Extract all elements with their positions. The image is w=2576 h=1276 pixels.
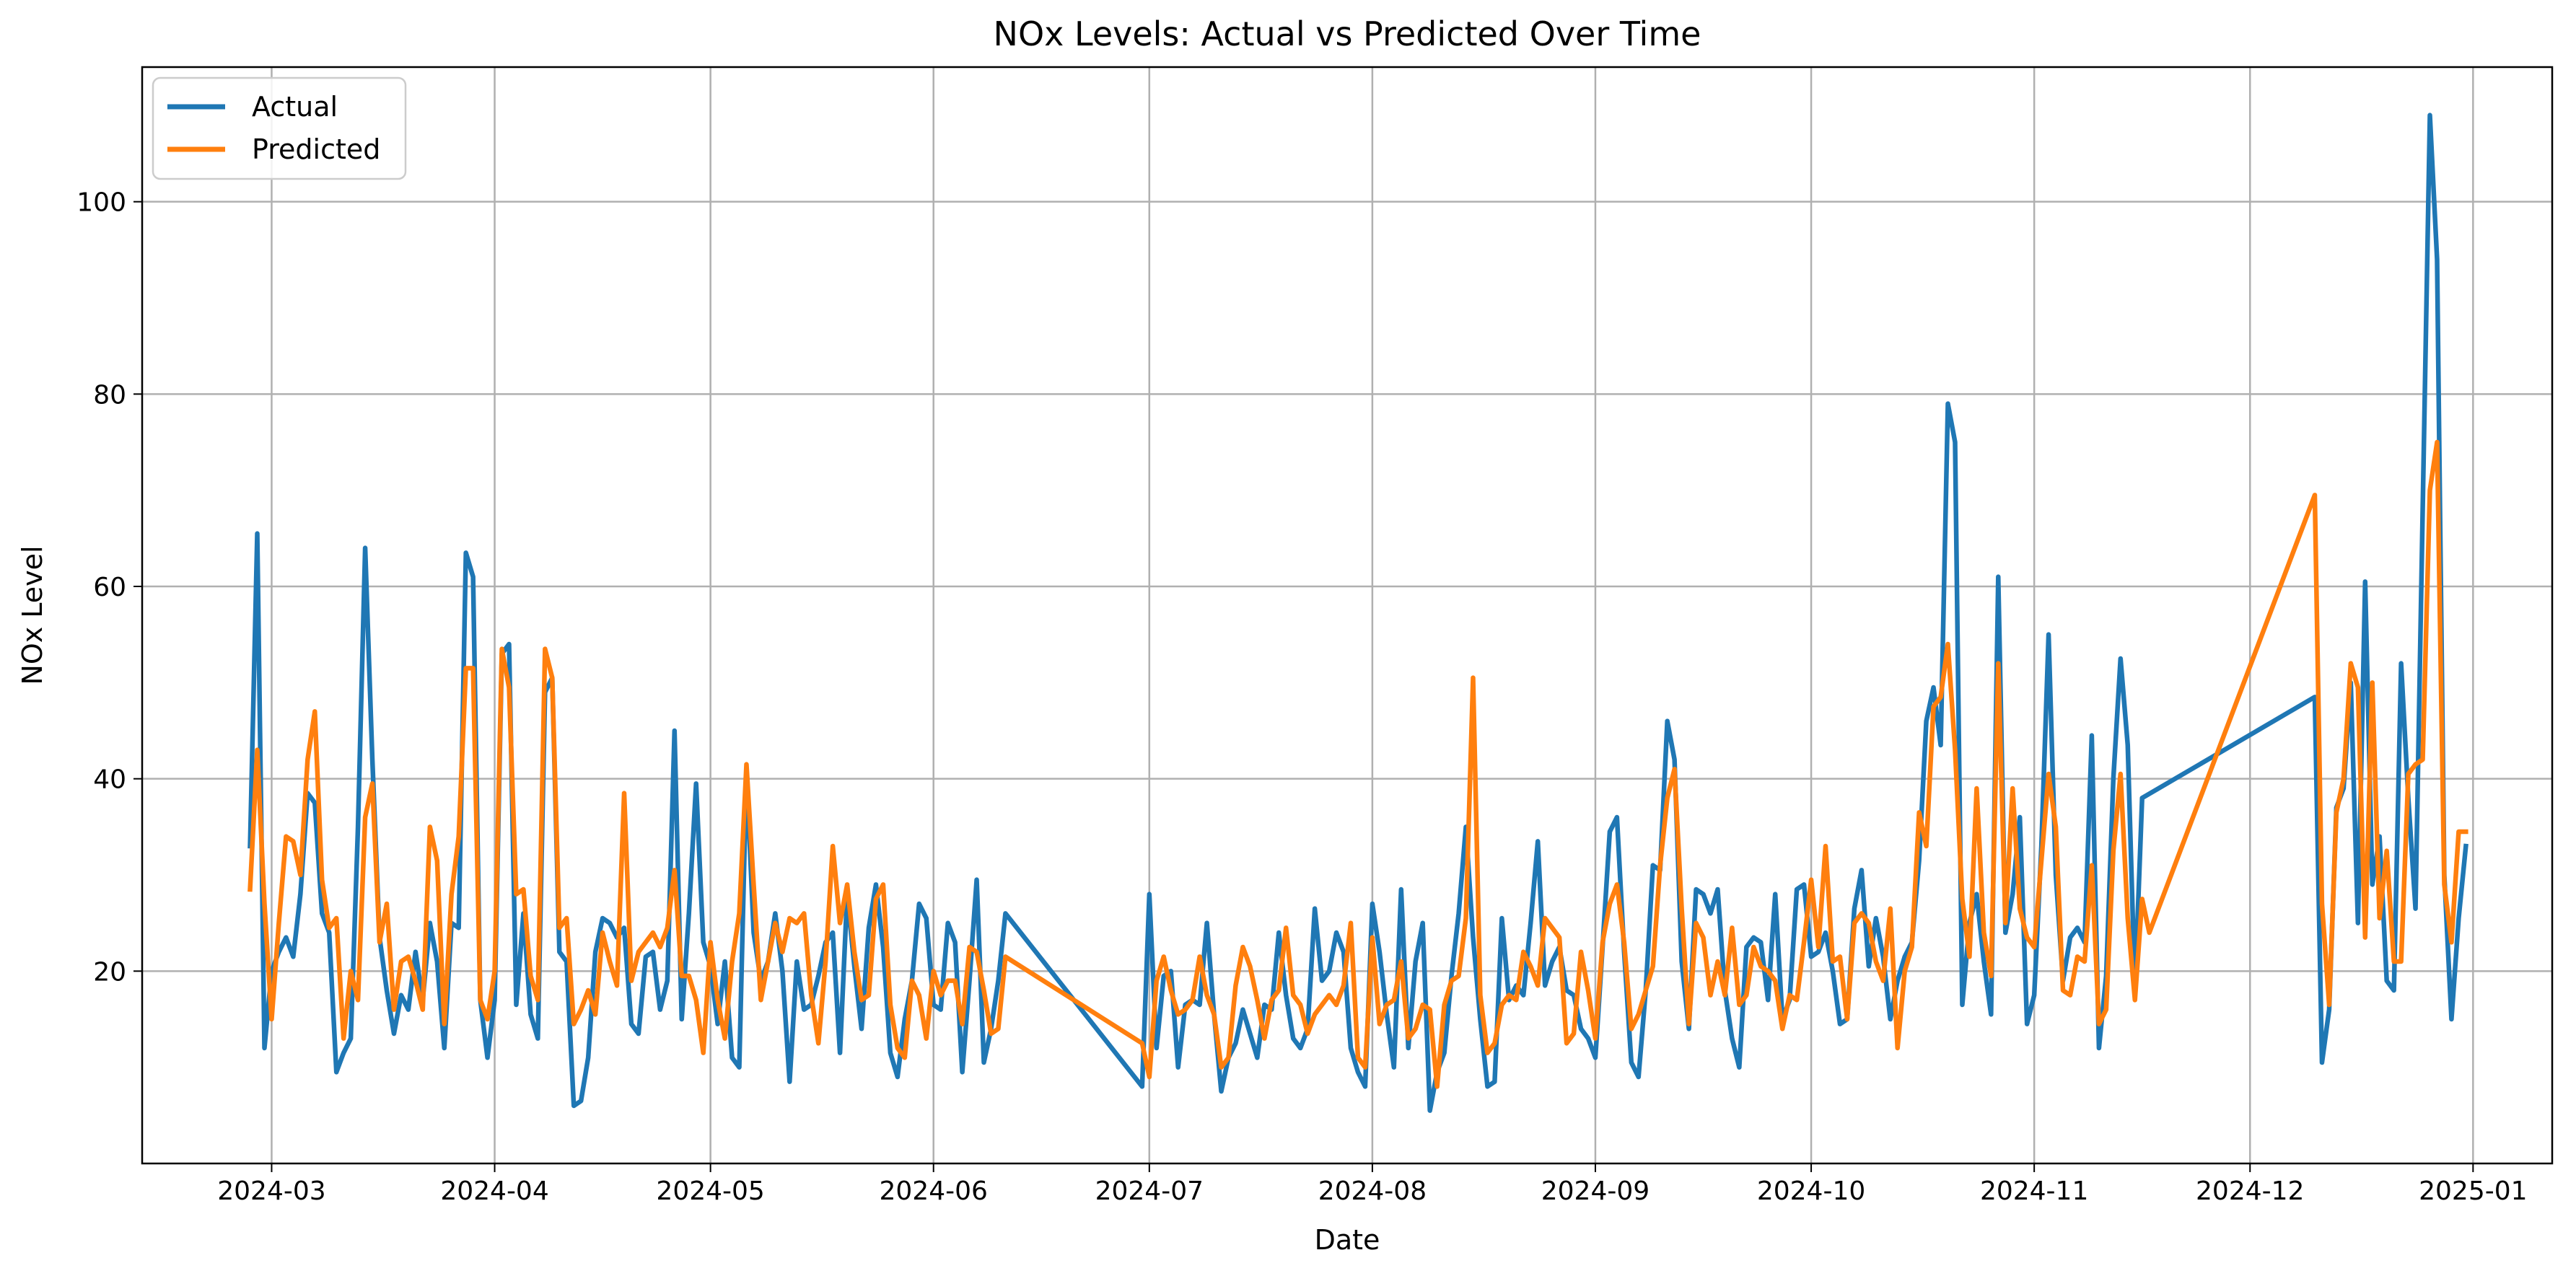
x-tick-label: 2024-03 xyxy=(217,1176,325,1206)
series-line-predicted xyxy=(247,439,2468,1089)
x-tick-label: 2024-06 xyxy=(880,1176,988,1206)
x-tick-label: 2024-12 xyxy=(2196,1176,2304,1206)
y-axis-label: NOx Level xyxy=(17,545,48,685)
x-axis-label: Date xyxy=(1315,1224,1380,1256)
grid-lines xyxy=(142,67,2552,1163)
x-tick-label: 2024-10 xyxy=(1757,1176,1865,1206)
x-tick-label: 2024-05 xyxy=(656,1176,764,1206)
legend-label-actual: Actual xyxy=(252,91,338,123)
legend: Actual Predicted xyxy=(152,76,407,180)
legend-label-predicted: Predicted xyxy=(252,133,380,165)
x-tick-label: 2024-07 xyxy=(1095,1176,1204,1206)
chart-title: NOx Levels: Actual vs Predicted Over Tim… xyxy=(994,14,1701,53)
series-layer xyxy=(247,113,2468,1113)
legend-box xyxy=(152,76,407,180)
y-tick-label: 20 xyxy=(93,957,126,987)
x-tick-label: 2024-09 xyxy=(1541,1176,1650,1206)
y-axis-ticks: 20 40 60 80 100 xyxy=(76,188,142,987)
y-tick-label: 60 xyxy=(93,573,126,602)
series-line-actual xyxy=(247,113,2468,1113)
x-tick-label: 2024-11 xyxy=(1980,1176,2088,1206)
x-tick-label: 2024-08 xyxy=(1318,1176,1427,1206)
plot-frame xyxy=(141,66,2554,1165)
y-tick-label: 100 xyxy=(76,188,126,218)
x-axis-ticks: 2024-03 2024-04 2024-05 2024-06 2024-07 2024-… xyxy=(217,1163,2528,1206)
x-tick-label: 2025-01 xyxy=(2419,1176,2527,1206)
y-tick-label: 40 xyxy=(93,765,126,795)
x-tick-label: 2024-04 xyxy=(440,1176,548,1206)
y-tick-label: 80 xyxy=(93,380,126,410)
